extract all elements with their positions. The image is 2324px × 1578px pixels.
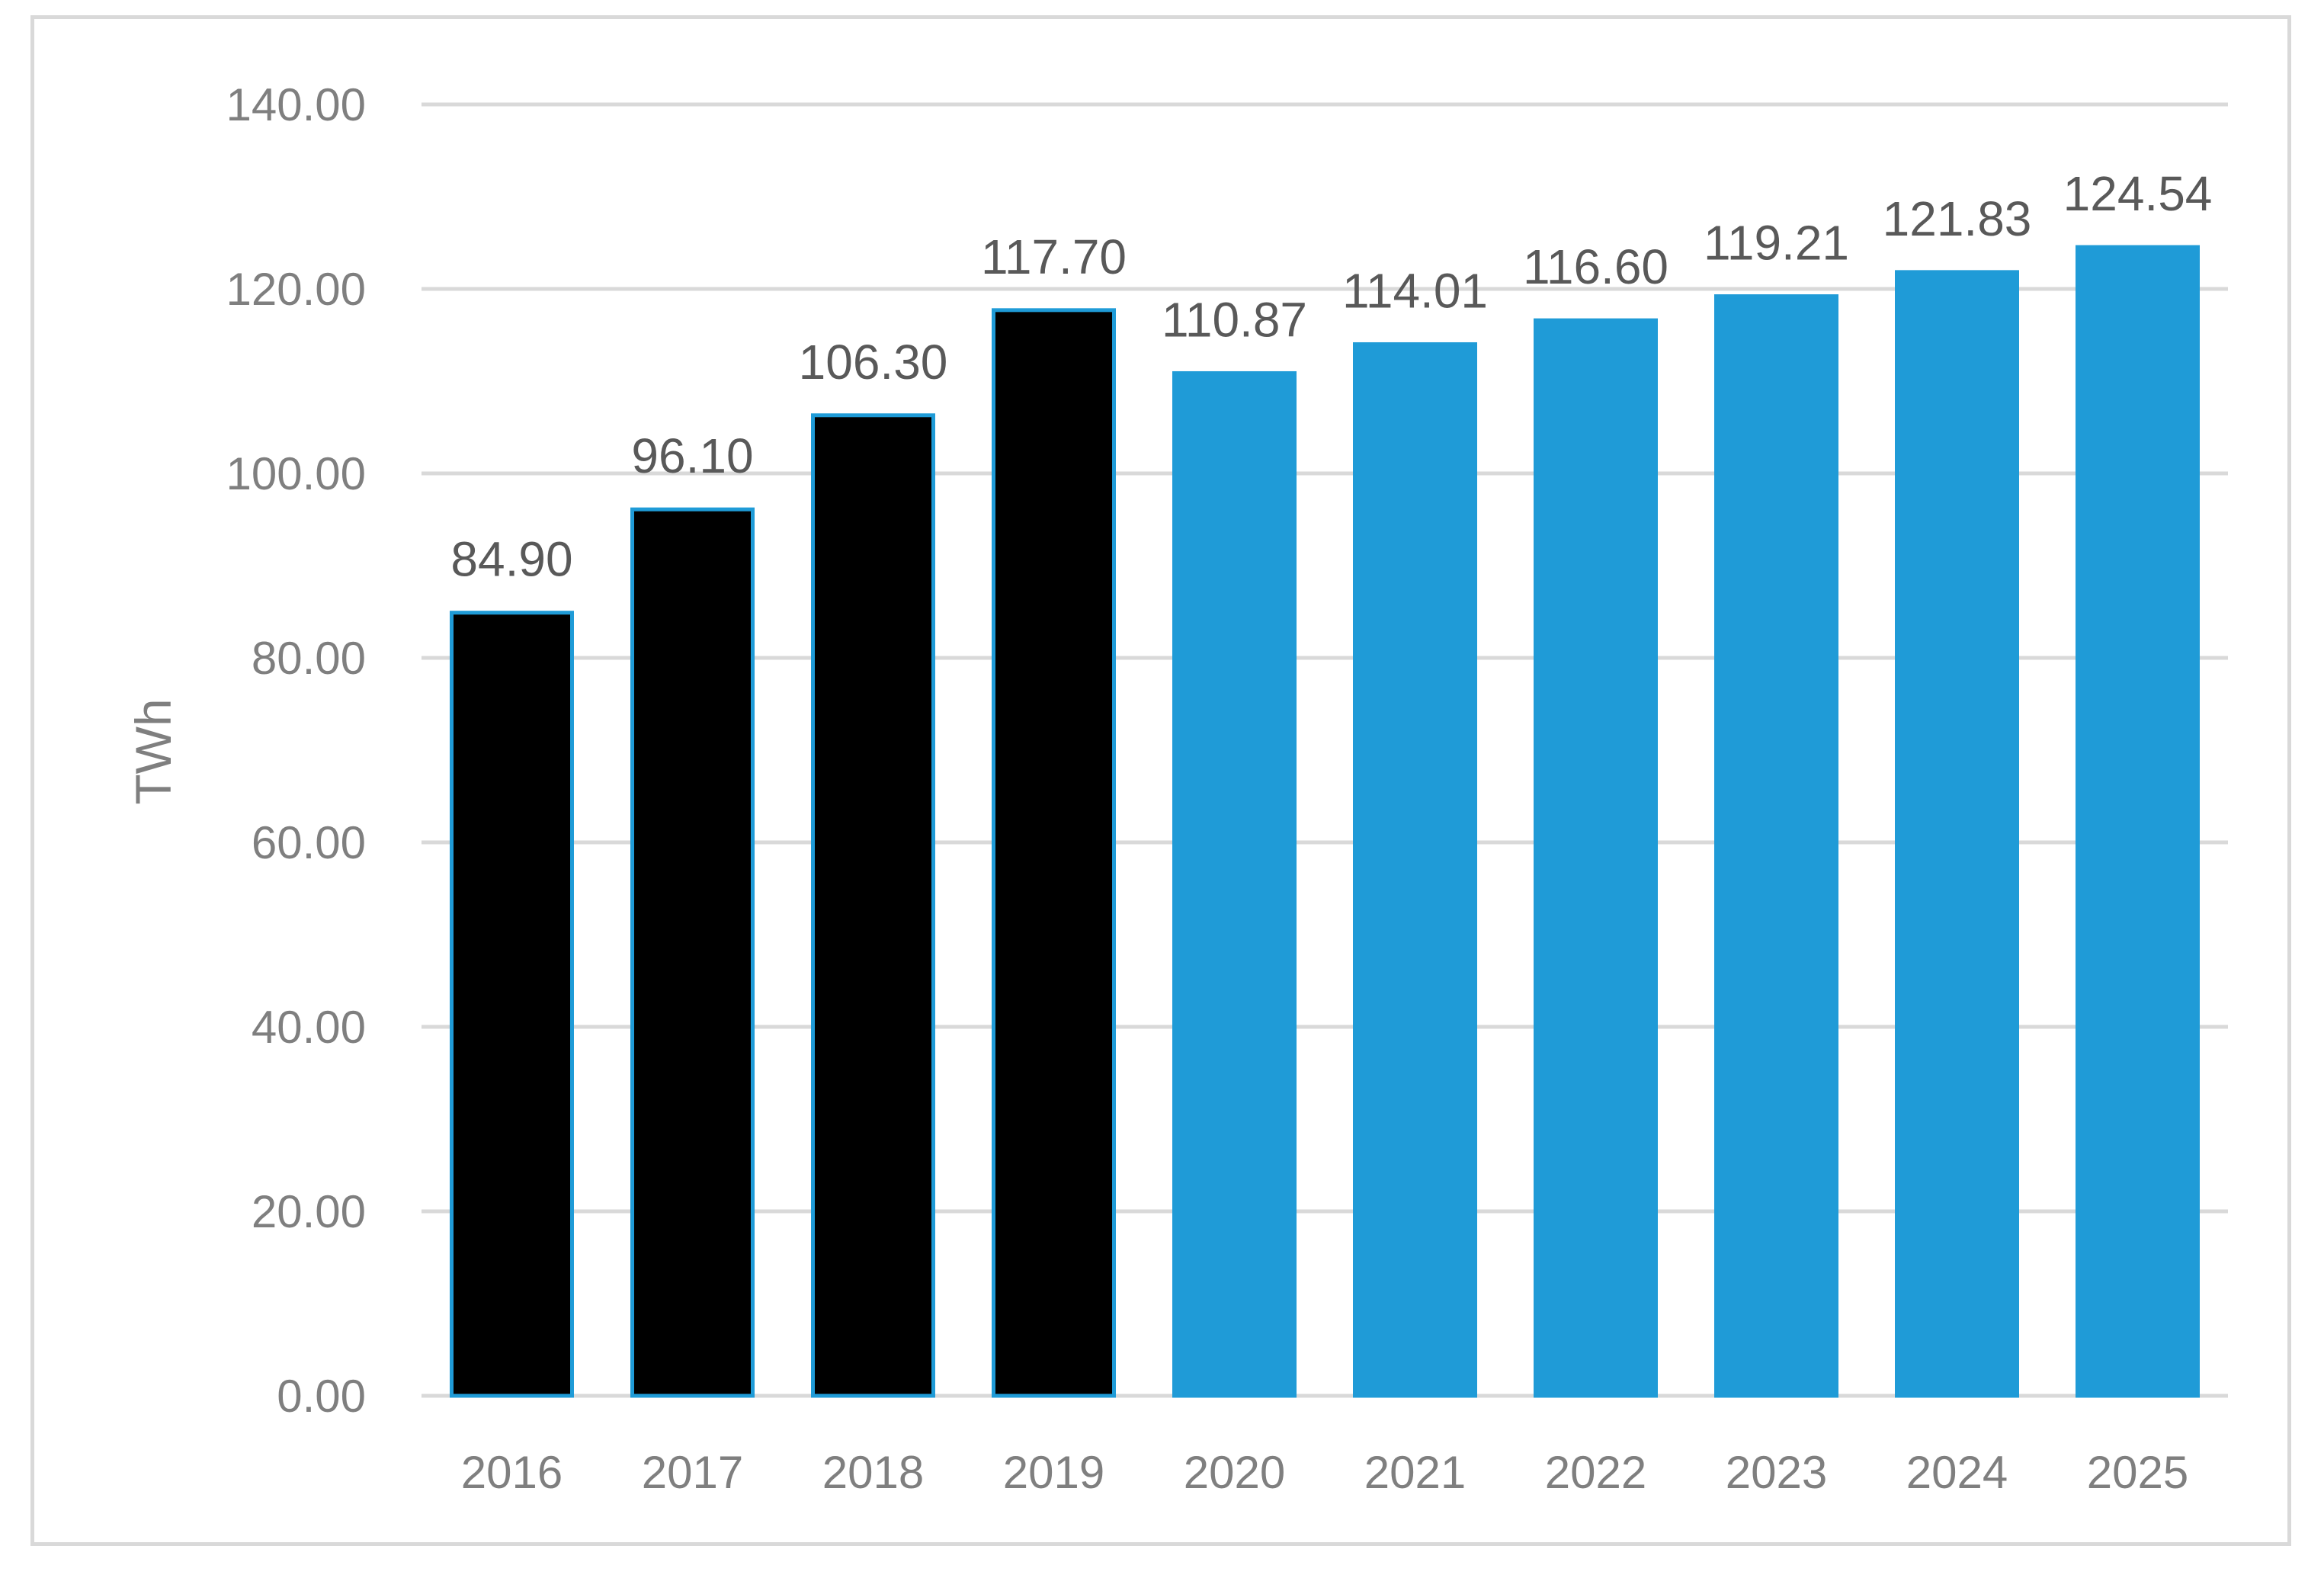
bar-2021 <box>1353 342 1477 1398</box>
x-tick-label: 2021 <box>1364 1447 1466 1498</box>
x-tick-label: 2016 <box>461 1447 563 1498</box>
data-label-2016: 84.90 <box>450 532 572 587</box>
y-tick-label: 100.00 <box>226 448 366 499</box>
data-labels: 84.90 96.10 106.30 117.70 110.87 114.01 116.60… <box>450 166 2212 587</box>
data-label-2023: 119.21 <box>1704 216 1849 271</box>
data-label-2021: 114.01 <box>1342 263 1488 318</box>
bar-2020 <box>1172 370 1297 1398</box>
y-tick-label: 60.00 <box>252 817 366 868</box>
y-tick-label: 120.00 <box>226 264 366 315</box>
x-tick-label: 2017 <box>642 1447 743 1498</box>
y-axis-ticks: 0.00 20.00 40.00 60.00 80.00 100.00 120.00 140.… <box>226 79 366 1422</box>
bar-2023 <box>1714 294 1838 1398</box>
x-tick-label: 2023 <box>1726 1447 1827 1498</box>
data-label-2024: 121.83 <box>1883 191 2032 246</box>
x-tick-label: 2020 <box>1184 1447 1285 1498</box>
bar-2018 <box>811 413 935 1398</box>
y-tick-label: 40.00 <box>252 1002 366 1053</box>
x-tick-label: 2025 <box>2087 1447 2188 1498</box>
bars <box>450 245 2200 1398</box>
x-tick-label: 2022 <box>1545 1447 1646 1498</box>
bar-2017 <box>630 507 755 1398</box>
bar-2016 <box>450 611 574 1398</box>
x-tick-label: 2024 <box>1906 1447 2008 1498</box>
x-tick-label: 2019 <box>1003 1447 1104 1498</box>
bar-2019 <box>992 308 1116 1398</box>
y-tick-label: 80.00 <box>252 633 366 684</box>
y-tick-label: 20.00 <box>252 1186 366 1237</box>
data-label-2020: 110.87 <box>1162 292 1307 347</box>
data-label-2018: 106.30 <box>799 335 948 390</box>
y-tick-label: 140.00 <box>226 79 366 130</box>
x-axis-ticks: 2016 2017 2018 2019 2020 2021 2022 2023 2024 2025 <box>461 1447 2188 1498</box>
data-label-2019: 117.70 <box>981 229 1127 284</box>
x-tick-label: 2018 <box>822 1447 924 1498</box>
y-axis-title: TWh <box>125 698 181 804</box>
data-label-2022: 116.60 <box>1523 239 1668 294</box>
bar-2022 <box>1534 318 1658 1398</box>
data-label-2025: 124.54 <box>2063 166 2213 221</box>
y-tick-label: 0.00 <box>277 1371 366 1422</box>
bar-2025 <box>2076 245 2200 1398</box>
data-label-2017: 96.10 <box>631 428 753 483</box>
bar-2024 <box>1895 270 2019 1398</box>
